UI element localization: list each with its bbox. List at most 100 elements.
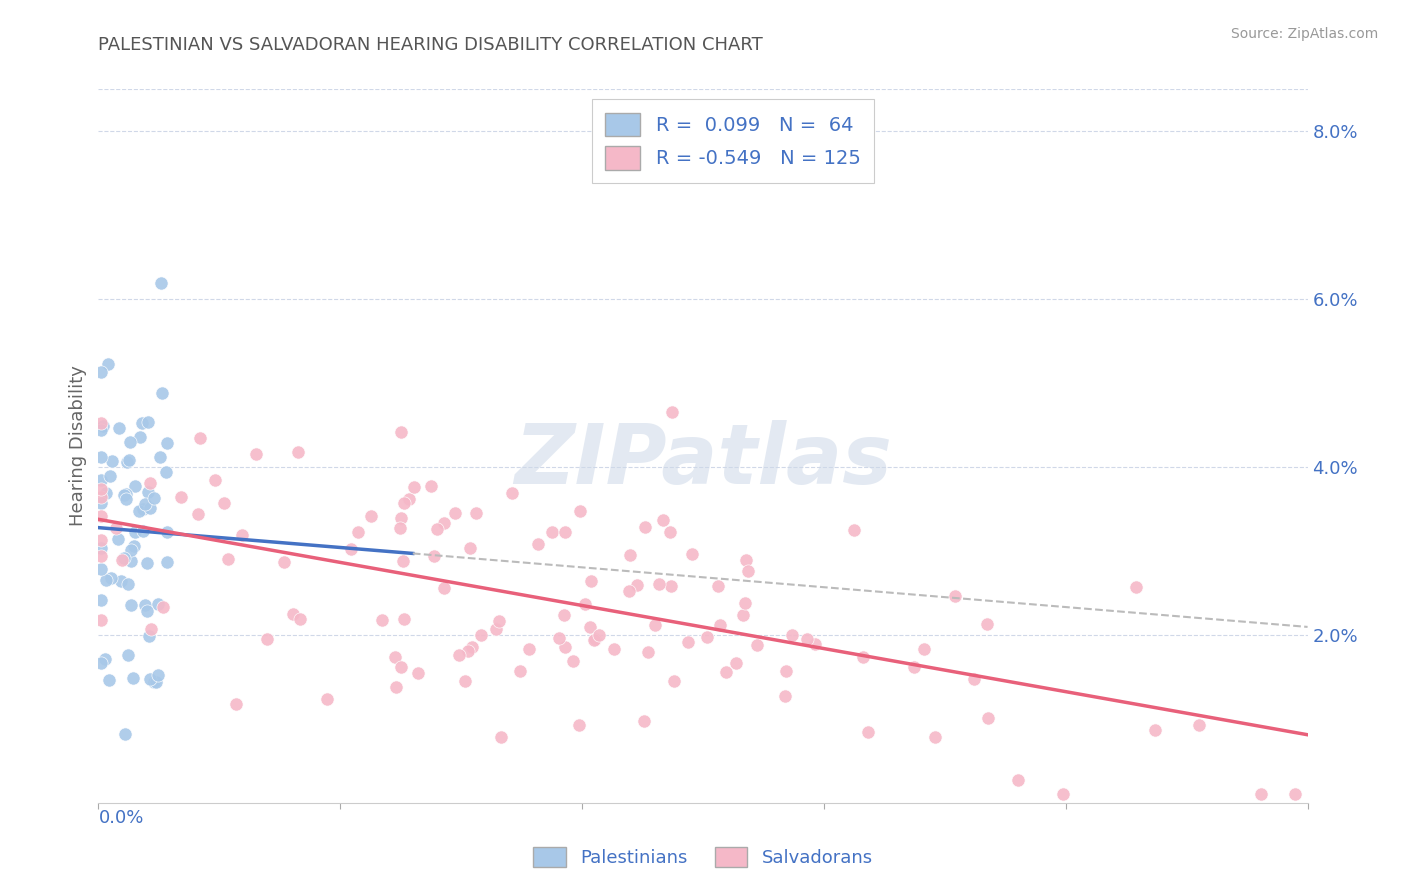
- Point: [388, 521, 411, 535]
- Point: [90, 450, 112, 464]
- Point: [724, 657, 747, 671]
- Point: [681, 547, 703, 561]
- Point: [114, 727, 136, 741]
- Point: [943, 589, 966, 603]
- Point: [101, 454, 124, 468]
- Point: [90, 473, 112, 487]
- Point: [143, 491, 166, 506]
- Point: [117, 453, 139, 467]
- Point: [465, 506, 488, 520]
- Point: [662, 674, 685, 689]
- Point: [170, 490, 193, 504]
- Point: [111, 553, 134, 567]
- Point: [458, 541, 481, 556]
- Point: [433, 516, 456, 530]
- Point: [152, 599, 174, 614]
- Point: [392, 496, 415, 510]
- Point: [188, 431, 211, 445]
- Point: [146, 668, 169, 682]
- Point: [517, 641, 540, 656]
- Point: [389, 425, 412, 439]
- Point: [347, 524, 370, 539]
- Point: [501, 486, 523, 500]
- Point: [90, 614, 112, 628]
- Point: [554, 640, 576, 655]
- Legend: Palestinians, Salvadorans: Palestinians, Salvadorans: [526, 839, 880, 874]
- Point: [135, 556, 157, 570]
- Point: [128, 504, 150, 518]
- Point: [385, 680, 408, 694]
- Point: [145, 675, 167, 690]
- Point: [112, 551, 135, 566]
- Point: [676, 634, 699, 648]
- Point: [716, 665, 738, 679]
- Point: [120, 543, 142, 558]
- Point: [648, 577, 671, 591]
- Point: [707, 579, 730, 593]
- Point: [775, 664, 797, 678]
- Point: [371, 613, 394, 627]
- Point: [139, 672, 162, 686]
- Point: [124, 479, 146, 493]
- Point: [90, 657, 112, 671]
- Point: [548, 631, 571, 645]
- Point: [90, 508, 112, 523]
- Point: [489, 730, 512, 744]
- Point: [94, 652, 117, 666]
- Point: [737, 564, 759, 578]
- Point: [406, 665, 429, 680]
- Point: [976, 711, 998, 725]
- Point: [94, 574, 117, 588]
- Point: [924, 730, 946, 744]
- Point: [541, 525, 564, 540]
- Point: [842, 523, 865, 537]
- Point: [156, 525, 179, 540]
- Text: ZIPatlas: ZIPatlas: [515, 420, 891, 500]
- Point: [1250, 788, 1272, 802]
- Point: [661, 405, 683, 419]
- Point: [447, 648, 470, 663]
- Point: [149, 450, 172, 464]
- Point: [120, 554, 142, 568]
- Point: [404, 480, 426, 494]
- Point: [134, 598, 156, 612]
- Point: [90, 533, 112, 547]
- Point: [150, 385, 173, 400]
- Point: [150, 276, 173, 290]
- Point: [90, 593, 112, 607]
- Point: [659, 579, 682, 593]
- Text: PALESTINIAN VS SALVADORAN HEARING DISABILITY CORRELATION CHART: PALESTINIAN VS SALVADORAN HEARING DISABI…: [98, 36, 763, 54]
- Text: Source: ZipAtlas.com: Source: ZipAtlas.com: [1230, 27, 1378, 41]
- Point: [583, 632, 606, 646]
- Point: [633, 520, 655, 534]
- Point: [107, 532, 129, 546]
- Point: [488, 614, 510, 628]
- Point: [562, 654, 585, 668]
- Point: [392, 612, 415, 626]
- Point: [470, 627, 492, 641]
- Point: [90, 541, 112, 556]
- Point: [112, 488, 135, 502]
- Point: [709, 618, 731, 632]
- Point: [156, 555, 179, 569]
- Point: [90, 482, 112, 496]
- Point: [852, 650, 875, 665]
- Point: [117, 648, 139, 662]
- Point: [392, 554, 415, 568]
- Point: [115, 455, 138, 469]
- Point: [132, 502, 155, 516]
- Point: [290, 612, 312, 626]
- Legend: R =  0.099   N =  64, R = -0.549   N = 125: R = 0.099 N = 64, R = -0.549 N = 125: [592, 99, 875, 184]
- Point: [804, 637, 827, 651]
- Point: [773, 689, 796, 703]
- Point: [659, 525, 682, 540]
- Point: [136, 415, 159, 429]
- Point: [461, 640, 484, 655]
- Point: [231, 528, 253, 542]
- Point: [1052, 788, 1074, 802]
- Point: [796, 632, 818, 646]
- Point: [583, 632, 606, 647]
- Point: [273, 555, 295, 569]
- Point: [423, 549, 446, 563]
- Point: [117, 577, 139, 591]
